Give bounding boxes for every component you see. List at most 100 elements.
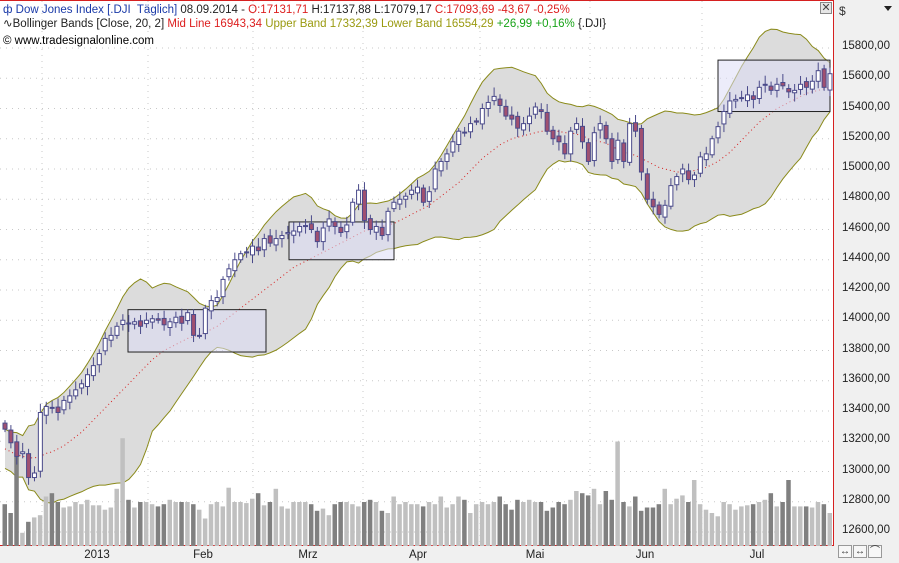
volume-bar [780,502,785,546]
candle-up [185,312,191,322]
candle-up [450,141,456,153]
x-tick-label: Mrz [298,549,318,561]
candle-down [621,142,627,162]
volume-bar [391,496,396,546]
candle-up [31,472,37,479]
candle-up [250,245,255,256]
candle-up [615,139,621,161]
y-tick-label: 13000,00 [842,463,890,476]
volume-bar [426,502,432,546]
zoom-horizontal-icon[interactable]: ↔ [853,545,867,558]
volume-bar [14,452,19,546]
currency-dropdown-icon[interactable] [884,6,892,11]
volume-bar [497,496,502,546]
volume-bar [473,504,479,546]
instrument-line: ф Dow Jones Index [.DJI Täglich] 08.09.2… [3,3,570,17]
scroll-left-right-icon[interactable]: ↔ [838,545,852,558]
volume-bar [568,499,573,546]
candle-up [326,218,332,227]
volume-bar [344,502,349,546]
x-tick-label: Jun [635,549,655,561]
candle-down [780,81,786,87]
volume-bar [67,506,72,546]
volume-bar [155,506,161,546]
volume-bar [485,504,491,546]
volume-bar [37,515,43,546]
candle-up [108,334,114,341]
candle-up [279,235,285,240]
volume-bar [786,480,791,546]
candle-up [444,153,450,162]
volume-bar [691,480,697,546]
volume-bar [521,502,526,546]
volume-bar [686,502,691,546]
volume-bar [697,504,703,546]
close-icon[interactable]: ✕ [820,2,832,14]
candle-up [344,224,350,233]
candle-up [809,80,815,90]
candle-up [627,123,633,163]
y-tick-label: 14800,00 [842,191,890,204]
candle-up [79,383,85,389]
candle-up [85,374,90,387]
plot-area[interactable] [0,0,834,547]
candle-down [650,198,656,208]
candle-down [361,189,367,221]
candle-down [686,170,692,181]
candle-up [727,100,733,114]
volume-bar [621,502,626,546]
candle-up [532,106,538,115]
candle-down [55,406,61,414]
candle-up [591,132,597,162]
volume-bar [126,499,131,546]
candle-up [715,126,721,139]
volume-bar [173,502,178,546]
candle-up [67,395,73,403]
candle-down [550,129,556,140]
volume-bar [774,506,779,546]
candle-down [8,429,14,444]
y-tick-label: 14000,00 [842,312,890,325]
candle-up [173,316,179,324]
volume-bar [609,499,614,546]
volume-bar [674,498,679,546]
candle-up [196,334,202,337]
volume-bar [350,504,355,546]
candle-up [703,153,709,161]
volume-bar [721,502,726,546]
volume-bar [226,487,231,546]
volume-bar [202,518,208,546]
volume-bar [2,504,7,546]
volume-bar [456,496,461,546]
volume-bar [444,507,449,546]
candle-up [373,225,379,233]
candle-up [415,186,420,194]
volume-bar [31,517,37,546]
volume-bar [114,488,119,546]
candle-down [633,122,639,132]
candle-down [314,230,320,243]
volume-bar [745,505,750,546]
volume-bar [544,510,550,546]
y-tick-label: 13200,00 [842,433,890,446]
volume-bar [167,499,172,546]
candle-up [167,321,173,329]
volume-bar [709,513,715,546]
candle-up [61,399,67,411]
volume-bar [308,504,314,546]
volume-bar [403,502,408,546]
candle-up [238,253,244,261]
upper-band-value: Upper Band 17332,39 [265,18,378,30]
candle-down [367,218,373,231]
volume-bar [220,506,226,546]
y-tick-label: 15600,00 [842,70,890,83]
volume-bar [827,513,832,546]
chart-type-icon[interactable]: ⌒ [868,545,882,558]
price-chart[interactable] [0,1,834,547]
candle-up [409,189,415,195]
candle-down [191,314,197,336]
annotation-rectangle [127,309,267,353]
candle-up [208,300,214,312]
volume-bar [420,506,426,546]
